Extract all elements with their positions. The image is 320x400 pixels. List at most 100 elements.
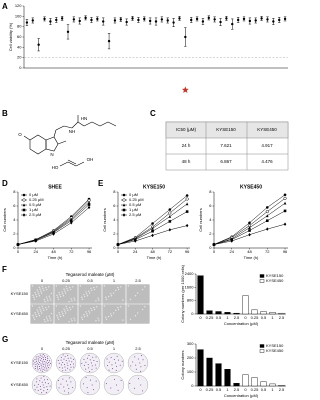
colony — [121, 360, 123, 362]
colony — [42, 384, 44, 386]
cell — [69, 306, 71, 309]
colony — [70, 366, 72, 368]
colony — [39, 366, 41, 368]
table-cell: 4.476 — [261, 159, 273, 164]
bar — [224, 369, 231, 387]
cell — [69, 308, 72, 311]
marker — [185, 197, 189, 201]
cell — [141, 288, 144, 291]
cell — [91, 289, 93, 292]
y-tick-label: 8 — [13, 189, 16, 194]
table-cell: 48 h — [182, 159, 191, 164]
cell — [33, 316, 35, 319]
colony — [62, 378, 64, 380]
colony — [33, 363, 35, 365]
colony — [37, 383, 39, 385]
cell — [64, 290, 66, 292]
colony — [106, 358, 108, 360]
y-tick-label: 20 — [17, 55, 22, 60]
cell — [45, 286, 47, 289]
cell — [61, 291, 63, 293]
colony — [36, 381, 38, 383]
cell — [67, 309, 69, 312]
colony — [132, 361, 134, 363]
marker — [16, 242, 20, 247]
bar — [233, 312, 240, 315]
y-tick-label: 0 — [209, 245, 212, 250]
x-tick-label: 0 — [213, 249, 216, 254]
microscope-image — [54, 284, 78, 304]
colony — [65, 369, 67, 371]
colony — [64, 363, 66, 365]
colony — [39, 385, 41, 387]
cell — [57, 298, 60, 300]
cell — [91, 309, 93, 312]
cell — [67, 289, 69, 292]
table-cell: 4.917 — [261, 143, 273, 148]
y-axis-label: Cell numbers — [198, 208, 203, 232]
colony — [42, 366, 44, 368]
x-tick-label: 0 — [117, 249, 120, 254]
colony — [91, 365, 93, 367]
colony — [85, 361, 87, 363]
y-tick-label: 4 — [13, 217, 16, 222]
colony — [70, 381, 72, 383]
chart-title: SHEE — [48, 184, 62, 190]
colony — [41, 370, 43, 372]
microscope-image — [54, 304, 78, 324]
colony — [32, 360, 34, 362]
figure: A B C D E F G O N NH HN HO OH IC50 (μM) — [2, 2, 289, 398]
cell — [72, 286, 74, 288]
panel-label: F — [2, 265, 7, 274]
marker — [168, 208, 172, 211]
cell — [64, 292, 67, 294]
colony — [140, 384, 142, 386]
cell — [129, 298, 132, 300]
x-tick-label: 48 — [247, 249, 252, 254]
x-tick-label: 72 — [69, 249, 74, 254]
colony — [138, 378, 140, 380]
point — [25, 21, 29, 24]
colony — [91, 368, 93, 370]
colony-well — [31, 374, 53, 396]
point — [49, 20, 52, 23]
colony — [70, 357, 72, 359]
cell — [66, 287, 68, 290]
chart-title: KYSE150 — [143, 184, 165, 190]
cell — [43, 319, 46, 321]
colony — [69, 364, 71, 366]
table-cell: 7.621 — [220, 143, 232, 148]
marker — [185, 210, 189, 213]
x-axis-label: Time (h) — [147, 255, 162, 260]
cell — [35, 313, 37, 316]
bar — [242, 295, 249, 315]
cell — [105, 296, 107, 299]
point — [219, 20, 222, 24]
x-tick-label: 2.5 — [279, 387, 285, 392]
y-tick-label: 120 — [15, 3, 22, 8]
marker — [22, 193, 26, 197]
cell — [50, 299, 52, 301]
colony — [68, 377, 70, 379]
cell — [41, 305, 43, 308]
colony — [42, 362, 44, 364]
cell — [71, 320, 73, 322]
microscope-image — [78, 284, 102, 304]
cell — [110, 315, 113, 317]
colony — [73, 366, 75, 368]
colony — [88, 367, 90, 369]
colony — [68, 388, 70, 390]
image-column-label: 1 — [113, 346, 116, 351]
colony — [95, 356, 97, 358]
x-tick-label: 2.5 — [234, 315, 240, 320]
cell — [50, 312, 53, 315]
cell — [40, 292, 43, 294]
x-tick-label: 0 — [199, 387, 202, 392]
colony — [43, 387, 45, 389]
y-tick-label: 8 — [209, 189, 212, 194]
colony — [60, 359, 62, 361]
marker — [22, 198, 26, 202]
bar — [278, 312, 285, 315]
marker — [151, 233, 154, 238]
cell — [88, 312, 91, 314]
